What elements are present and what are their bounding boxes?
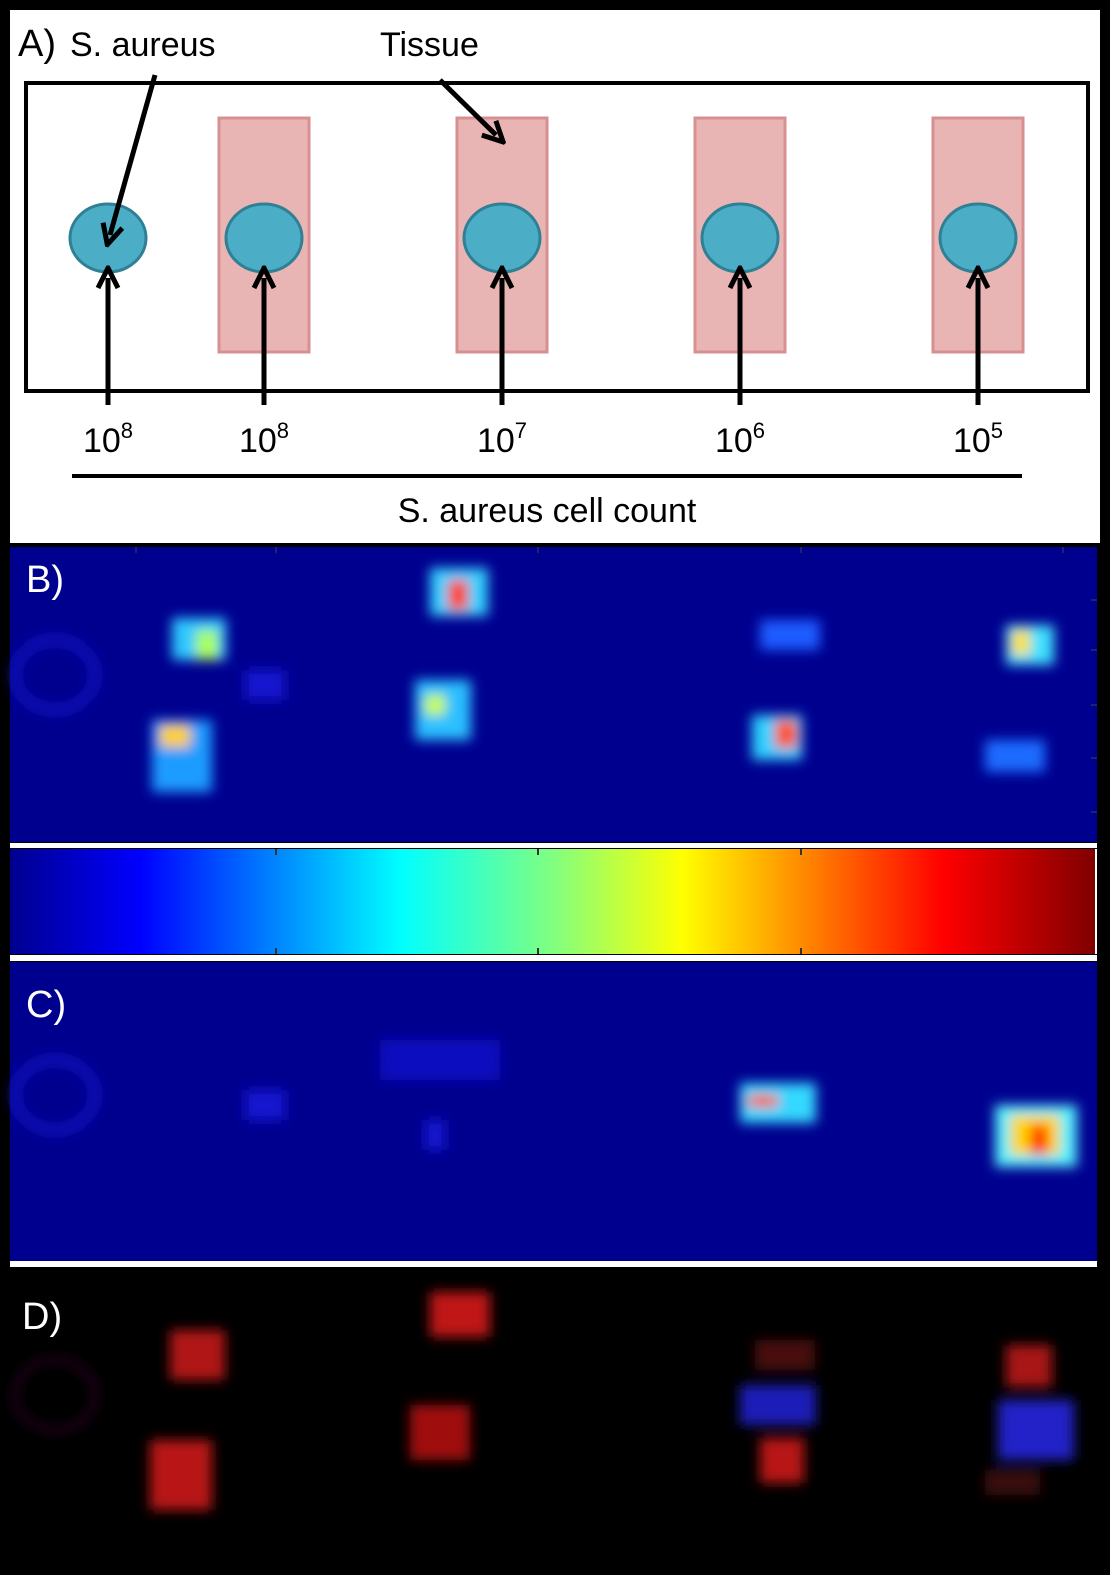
- panel-a-label: A): [18, 23, 56, 65]
- panel-b: B): [10, 547, 1097, 842]
- panel-d-hotspots: [12, 1292, 1074, 1510]
- panel-c-hotspots: [12, 1040, 1077, 1167]
- bacteria-callout-label: S. aureus: [70, 26, 216, 64]
- tissue-callout-label: Tissue: [380, 26, 479, 64]
- panel-a-background: [10, 10, 1100, 543]
- bacteria-callout-arrow: [110, 74, 158, 235]
- bacteria-spot: [68, 202, 148, 274]
- well-4: 106: [693, 116, 787, 460]
- cell-count-label: 105: [953, 418, 1003, 460]
- wells-group: 108 108 107 106 105: [68, 116, 1025, 460]
- panel-a: A) S. aureus Tissue 108 108 107 106 105 S. a…: [10, 10, 1100, 543]
- panel-d-overlay: [10, 1268, 1097, 1565]
- panel-c-heatmap: [10, 962, 1097, 1261]
- cell-count-label: 108: [83, 418, 133, 460]
- colorbar: [10, 849, 1097, 954]
- well-3: 107: [455, 116, 549, 460]
- well-5: 105: [931, 116, 1025, 460]
- bacteria-spot: [224, 202, 304, 274]
- panel-c: C): [10, 962, 1097, 1261]
- bacteria-spot: [938, 202, 1018, 274]
- divider-top: [10, 843, 1097, 848]
- divider-middle: [10, 955, 1097, 961]
- panel-b-hotspots: [12, 568, 1054, 792]
- bacteria-spot: [700, 202, 780, 274]
- cell-count-label: 106: [715, 418, 765, 460]
- colorbar-gradient: [10, 849, 1095, 954]
- axis-title: S. aureus cell count: [398, 492, 697, 530]
- well-2: 108: [217, 116, 311, 460]
- cell-count-label: 107: [477, 418, 527, 460]
- panel-d: D): [10, 1268, 1097, 1565]
- sample-plate-outline: [24, 81, 1090, 393]
- colorbar-ticks: [275, 849, 802, 954]
- panel-b-heatmap: [10, 547, 1097, 842]
- panel-d-label: D): [22, 1296, 62, 1338]
- panel-b-ticks: [135, 547, 1097, 813]
- bacteria-spot: [462, 202, 542, 274]
- panel-b-label: B): [26, 559, 64, 601]
- cell-count-label: 108: [239, 418, 289, 460]
- divider-bottom: [10, 1261, 1097, 1267]
- panel-c-label: C): [26, 984, 66, 1026]
- tissue-callout-arrow: [438, 78, 496, 135]
